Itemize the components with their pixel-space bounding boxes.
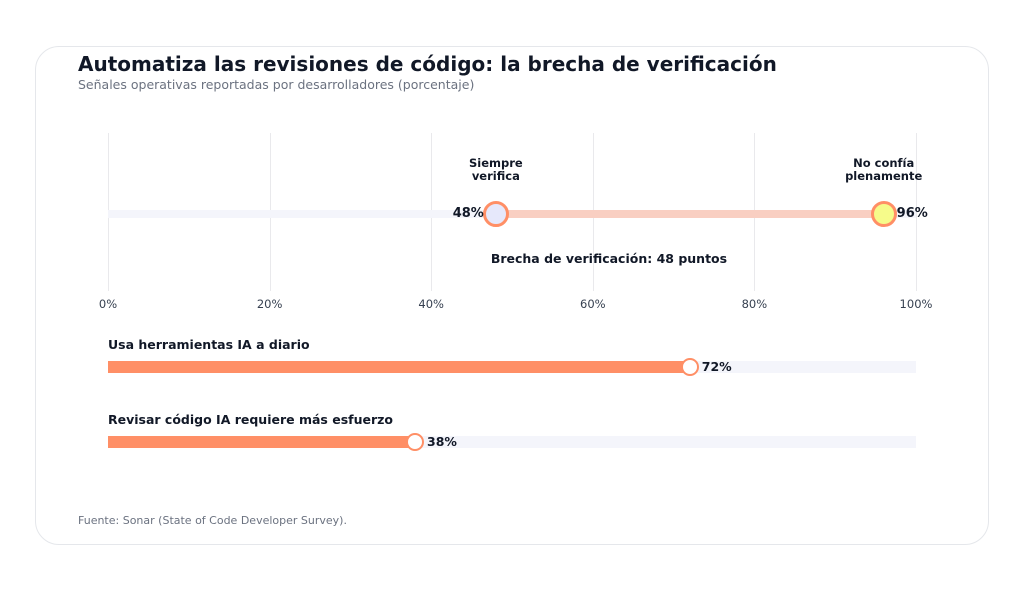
dumbbell-point [482,201,509,227]
bar-end-marker [406,433,425,451]
bar-label: Usa herramientas IA a diario [108,337,310,352]
chart-card [35,46,989,545]
bar-label: Revisar código IA requiere más esfuerzo [108,412,393,427]
x-tick-label: 80% [741,297,768,311]
point-label: Siempre verifica [468,156,523,183]
dumbbell-point [870,201,897,227]
x-tick-label: 20% [256,297,283,311]
source-note: Fuente: Sonar (State of Code Developer S… [78,514,347,527]
bar-value: 38% [427,434,457,449]
point-value: 48% [452,206,484,221]
gridline [916,133,917,291]
x-tick-label: 0% [98,297,118,311]
x-tick-label: 60% [580,297,606,311]
x-tick-label: 40% [418,297,444,311]
point-value: 96% [896,206,928,221]
gap-annotation: Brecha de verificación: 48 puntos [490,251,728,266]
bar-fill [108,361,690,373]
bar-fill [108,436,416,448]
bar-end-marker [680,358,699,376]
gap-line [495,210,884,218]
chart-title: Automatiza las revisiones de código: la … [78,52,777,76]
point-label: No confía plenamente [845,156,923,183]
bar-value: 72% [701,359,732,374]
chart-subtitle: Señales operativas reportadas por desarr… [78,77,475,92]
x-tick-label: 100% [899,297,933,311]
